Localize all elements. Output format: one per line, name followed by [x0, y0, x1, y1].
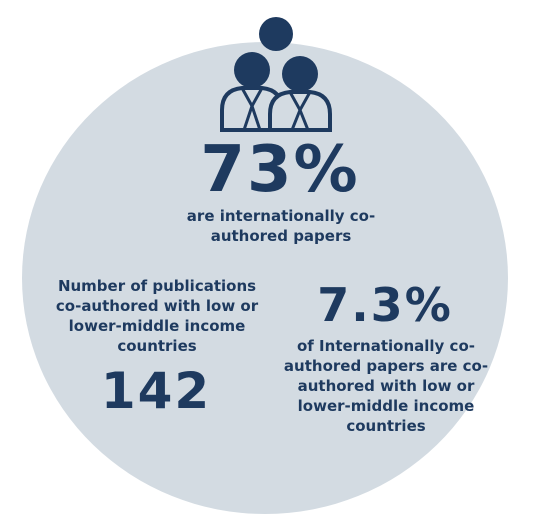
- stat-left-label: Number of publications co-authored with …: [55, 277, 259, 355]
- stat-left-value: 142: [100, 362, 212, 420]
- group-people-icon: [220, 17, 332, 132]
- stat-main-caption: are internationally co-authored papers: [186, 207, 376, 245]
- stat-main-value: 73%: [200, 133, 360, 207]
- stat-right-caption: of Internationally co-authored papers ar…: [283, 337, 489, 435]
- stat-right-value: 7.3%: [317, 278, 453, 332]
